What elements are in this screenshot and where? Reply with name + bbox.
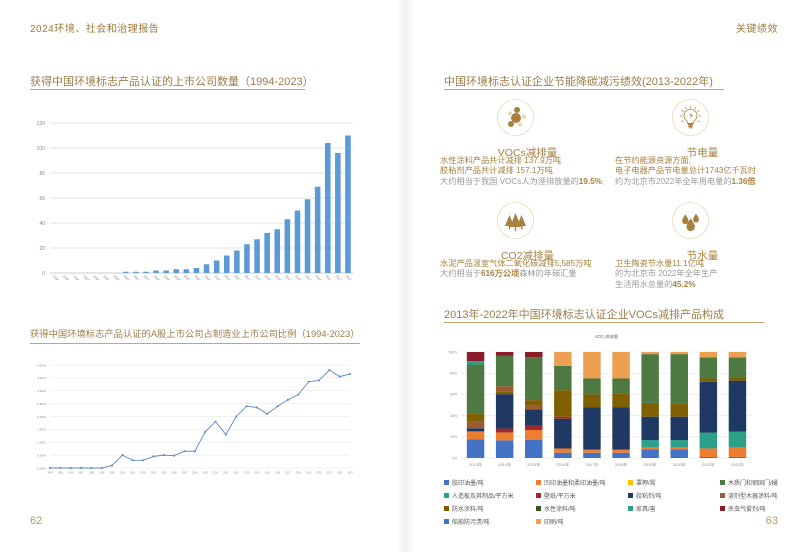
svg-text:2003: 2003 [141,473,147,475]
svg-text:2010: 2010 [213,473,219,475]
svg-text:2014: 2014 [254,473,260,475]
svg-text:1997: 1997 [78,473,84,475]
svg-text:1999: 1999 [99,473,105,475]
svg-text:2023: 2023 [347,473,353,475]
svg-text:2019: 2019 [306,473,312,475]
svg-text:2006: 2006 [172,473,178,475]
svg-text:2013年: 2013年 [469,461,482,467]
svg-text:2022: 2022 [337,473,343,475]
svg-text:2017: 2017 [285,473,291,475]
svg-text:2.50%: 2.50% [37,402,46,406]
svg-text:0.50%: 0.50% [37,453,46,457]
svg-text:1998: 1998 [89,473,95,475]
svg-text:2007: 2007 [182,473,188,475]
svg-text:1.00%: 1.00% [37,441,46,445]
svg-text:2015: 2015 [265,473,271,475]
svg-text:1994: 1994 [47,473,53,475]
svg-text:2002: 2002 [130,473,136,475]
svg-text:0.00%: 0.00% [37,466,46,470]
svg-text:2009: 2009 [203,473,209,475]
svg-text:2020: 2020 [316,473,322,475]
svg-text:2022年: 2022年 [731,461,744,467]
svg-text:2019年: 2019年 [644,461,657,467]
svg-text:60%: 60% [450,393,457,397]
svg-text:2014年: 2014年 [498,461,511,467]
svg-text:2013: 2013 [244,473,250,475]
svg-text:2005: 2005 [161,473,167,475]
svg-text:2016: 2016 [275,473,281,475]
svg-text:3.50%: 3.50% [37,376,46,380]
svg-text:2017年: 2017年 [585,461,598,467]
svg-text:2011: 2011 [223,473,229,475]
svg-text:2021: 2021 [327,473,333,475]
svg-text:2001: 2001 [120,473,126,475]
svg-text:2016年: 2016年 [556,461,569,467]
svg-text:2004: 2004 [151,473,157,475]
svg-text:2008: 2008 [192,473,198,475]
svg-text:2.00%: 2.00% [37,415,46,419]
svg-text:40%: 40% [450,414,457,418]
svg-text:3.00%: 3.00% [37,389,46,393]
svg-text:100%: 100% [448,350,457,354]
svg-text:4.00%: 4.00% [37,363,46,367]
svg-text:2020年: 2020年 [673,461,686,467]
svg-text:1996: 1996 [68,473,74,475]
svg-text:VOC₂排放量: VOC₂排放量 [595,333,618,340]
svg-text:1995: 1995 [58,473,64,475]
svg-text:2000: 2000 [110,473,116,475]
svg-text:2015年: 2015年 [527,461,540,467]
svg-text:80%: 80% [450,372,457,376]
svg-text:2012: 2012 [234,473,240,475]
svg-text:2018: 2018 [296,473,302,475]
svg-text:0%: 0% [452,456,457,460]
svg-text:2018年: 2018年 [615,461,628,467]
svg-text:20%: 20% [450,435,457,439]
svg-text:2021年: 2021年 [702,461,715,467]
svg-text:1.50%: 1.50% [37,428,46,432]
